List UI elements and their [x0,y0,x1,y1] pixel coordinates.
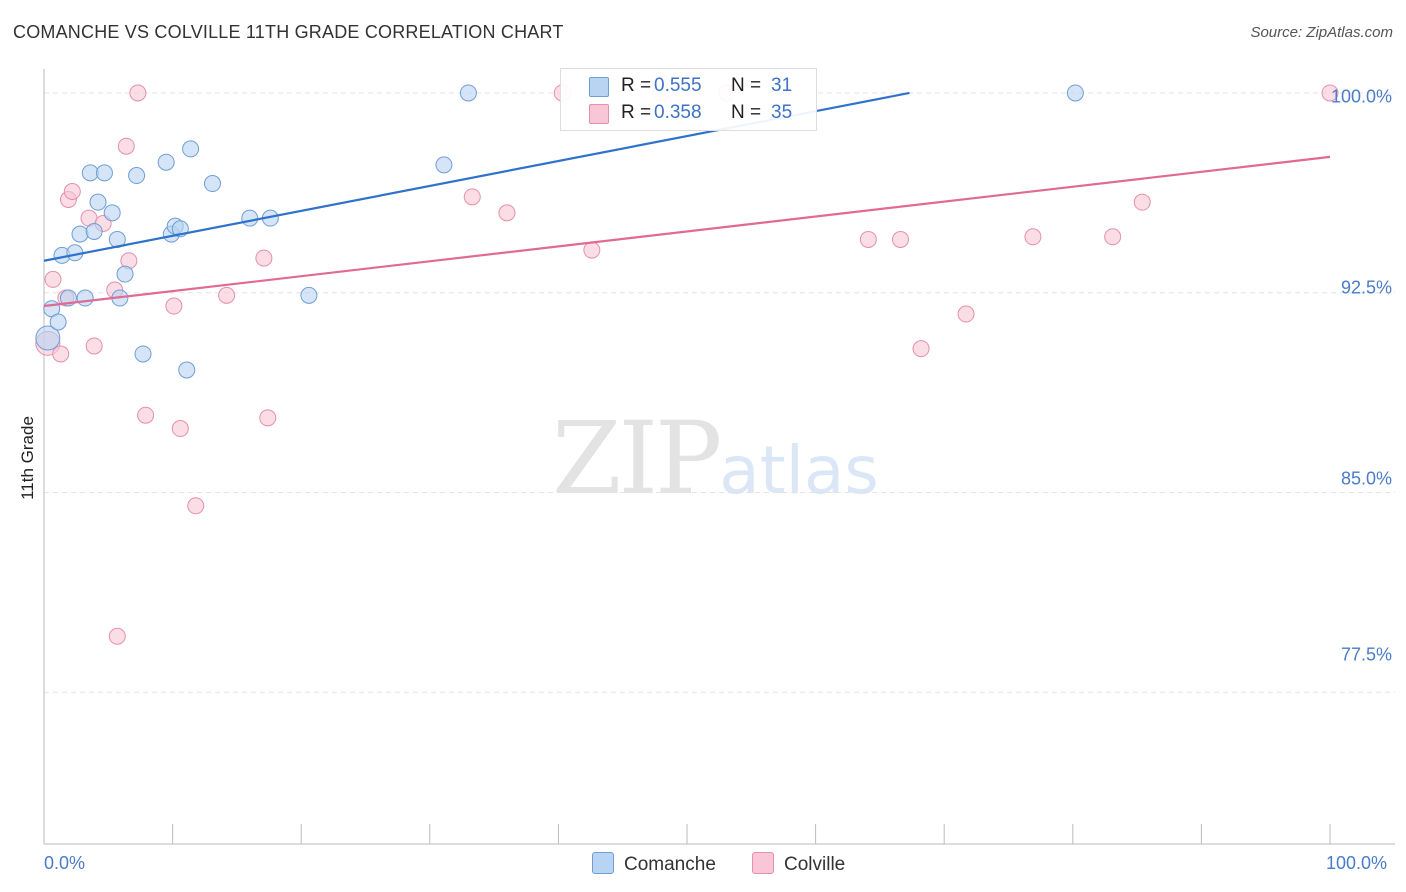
y-axis-label: 11th Grade [18,416,37,500]
x-tick-label-100: 100.0% [1326,853,1388,873]
comanche-point-17 [134,345,152,363]
comanche-point-16 [128,167,146,185]
colville-point-11 [129,84,147,102]
colville-n-value: 35 [771,102,793,123]
colville-point-17 [218,286,236,304]
comanche-point-30 [1066,84,1084,102]
comanche-legend-swatch [592,852,614,874]
comanche-point-6 [71,225,89,243]
comanche-point-10 [89,193,107,211]
colville-point-26 [891,230,909,248]
colville-point-29 [957,305,975,323]
colville-legend-label: Colville [784,854,846,875]
colville-point-32 [1133,193,1151,211]
colville-r-value: 0.358 [654,102,702,123]
colville-point-23 [583,241,601,259]
colville-legend-swatch [752,852,774,874]
comanche-point-25 [241,209,259,227]
comanche-point-24 [203,175,221,193]
comanche-legend-label: Comanche [624,854,716,875]
colville-point-6 [85,337,103,355]
colville-point-16 [187,497,205,515]
colville-point-4 [63,183,81,201]
source-label: Source: ZipAtlas.com [1250,24,1393,41]
watermark-zip: ZIP [552,400,722,517]
y-tick-label-85-0: 85.0% [1340,468,1392,489]
legend-n-label: N = [731,102,762,123]
stats-legend: R = 0.555 N = 31 R = 0.358 N = 35 [560,68,817,131]
comanche-point-15 [116,265,134,283]
y-tick-label-92-5: 92.5% [1340,277,1392,298]
legend-row-comanche: R = 0.555 N = 31 [561,75,816,101]
legend-item-colville[interactable]: Colville [752,852,845,876]
colville-point-13 [137,406,155,424]
y-tick-label-100-0: 100.0% [1330,86,1392,107]
colville-point-9 [117,137,135,155]
colville-point-15 [171,420,189,438]
comanche-point-29 [459,84,477,102]
comanche-point-27 [300,286,318,304]
comanche-point-22 [178,361,196,379]
legend-row-colville: R = 0.358 N = 35 [561,102,816,128]
colville-point-33 [1321,84,1339,102]
colville-point-31 [1104,228,1122,246]
colville-swatch [589,104,609,124]
colville-point-21 [498,204,516,222]
legend-r-label: R = [621,75,652,96]
colville-trend-line [43,155,1331,308]
comanche-point-12 [103,204,121,222]
colville-point-30 [1024,228,1042,246]
comanche-point-8 [81,164,99,182]
colville-point-14 [165,297,183,315]
comanche-point-0 [35,325,61,351]
colville-point-20 [463,188,481,206]
comanche-r-value: 0.555 [654,75,702,96]
legend-r-label: R = [621,102,652,123]
comanche-point-11 [95,164,113,182]
x-tick-label-0: 0.0% [44,853,86,873]
comanche-point-7 [76,289,94,307]
legend-item-comanche[interactable]: Comanche [592,852,716,876]
watermark: ZIPatlas [552,400,879,517]
colville-point-2 [52,345,70,363]
colville-point-28 [912,340,930,358]
comanche-swatch [589,77,609,97]
chart-title: COMANCHE VS COLVILLE 11TH GRADE CORRELAT… [13,22,564,42]
comanche-point-9 [85,222,103,240]
comanche-point-23 [182,140,200,158]
colville-point-12 [108,627,126,645]
colville-point-18 [255,249,273,267]
legend-n-label: N = [731,75,762,96]
comanche-point-28 [435,156,453,174]
colville-point-19 [259,409,277,427]
comanche-point-2 [49,313,67,331]
y-tick-label-77-5: 77.5% [1340,644,1392,665]
colville-point-1 [44,270,62,288]
comanche-n-value: 31 [771,75,793,96]
watermark-atlas: atlas [719,432,879,509]
colville-point-27 [859,230,877,248]
comanche-point-18 [157,153,175,171]
